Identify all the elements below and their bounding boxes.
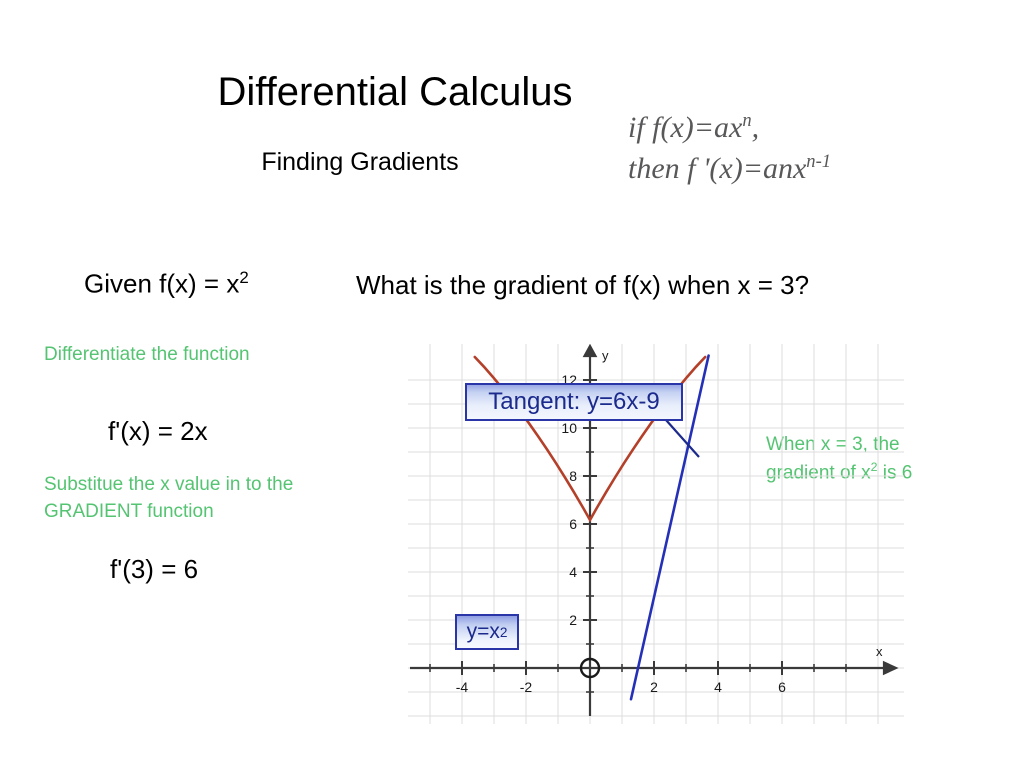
tangent-callout-leader [665, 419, 700, 458]
gradient-note-line-1: When x = 3, the [766, 434, 900, 455]
curve-equation-exponent: 2 [499, 624, 508, 640]
x-tick-label: 4 [714, 679, 722, 695]
page-title: Differential Calculus [217, 70, 573, 114]
page-subtitle: Finding Gradients [261, 148, 459, 176]
curve-equation-callout: y=x 2 [455, 614, 519, 650]
y-tick-label: 6 [569, 516, 577, 532]
gradient-note-line2-text: gradient of x [766, 462, 871, 484]
question-text: What is the gradient of f(x) when x = 3? [356, 270, 810, 300]
origin-marker [579, 657, 601, 679]
step-2-hint: Substitue the x value in to the GRADIENT… [44, 474, 294, 522]
x-axis-arrow [882, 660, 899, 676]
power-rule-line2-text: then f '(x)=anx [628, 152, 807, 185]
y-tick-label: 10 [561, 420, 577, 436]
given-function: Given f(x) = x2 [84, 268, 249, 300]
y-axis-ticks [583, 379, 597, 693]
curve-equation-text: y=x [466, 620, 500, 643]
y-axis-label: y [602, 348, 609, 363]
x-tick-labels: -4 -2 2 4 6 [456, 679, 786, 695]
power-rule-line1-suffix: , [751, 111, 760, 144]
final-answer: f'(3) = 6 [110, 554, 199, 584]
gradient-note-line2-suffix: is 6 [877, 462, 913, 484]
y-axis-arrow [582, 344, 598, 358]
y-tick-labels: 2 4 6 8 10 12 [561, 372, 577, 628]
x-tick-label: -2 [520, 679, 533, 695]
x-axis-ticks [429, 661, 847, 675]
x-tick-label: 6 [778, 679, 786, 695]
tangent-line [629, 354, 710, 701]
power-rule-line2-exponent: n-1 [806, 151, 832, 172]
tangent-equation-text: Tangent: y=6x-9 [488, 388, 660, 415]
step-1-hint: Differentiate the function [44, 344, 250, 365]
x-tick-label: 2 [650, 679, 658, 695]
y-tick-label: 8 [569, 468, 577, 484]
given-function-exponent: 2 [239, 268, 249, 287]
power-rule-formula: if f(x)=axn, then f '(x)=anxn-1 [628, 108, 831, 188]
tangent-equation-callout: Tangent: y=6x-9 [465, 383, 683, 421]
y-tick-label: 4 [569, 564, 577, 580]
power-rule-line-2: then f '(x)=anxn-1 [628, 149, 831, 188]
given-function-text: Given f(x) = x [84, 268, 240, 299]
derivative-expression: f'(x) = 2x [108, 416, 208, 446]
power-rule-line-1: if f(x)=axn, [628, 108, 831, 147]
x-axis-label: x [876, 644, 883, 659]
power-rule-line1-text: if f(x)=ax [628, 111, 743, 144]
power-rule-line1-exponent: n [742, 110, 752, 131]
y-tick-label: 2 [569, 612, 577, 628]
gradient-note-exponent: 2 [870, 459, 878, 474]
gradient-note: When x = 3, the gradient of x2 is 6 [766, 432, 996, 487]
x-tick-label: -4 [456, 679, 469, 695]
